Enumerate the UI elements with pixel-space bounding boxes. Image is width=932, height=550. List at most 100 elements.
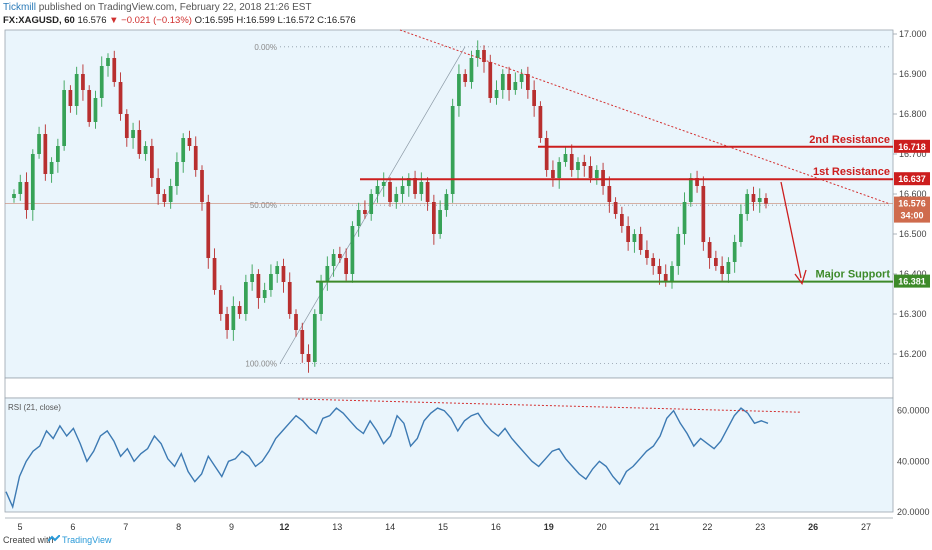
projection-arrow-shaft xyxy=(780,181,802,279)
candle-body xyxy=(118,82,123,114)
rsi-pane-label: RSI (21, close) xyxy=(8,403,61,412)
time-tick-label: 13 xyxy=(332,522,342,532)
fib-level-label: 0.00% xyxy=(254,43,277,52)
time-tick-label: 27 xyxy=(861,522,871,532)
candle-body xyxy=(450,106,455,194)
publisher-bar: Tickmill published on TradingView.com, F… xyxy=(0,0,932,30)
candle-body xyxy=(670,266,674,282)
last-price-label: 16.576 xyxy=(898,199,926,209)
candle-body xyxy=(751,194,756,202)
candle-body xyxy=(663,274,668,282)
tradingview-logo-icon xyxy=(48,535,60,542)
rsi-tick-label: 60.0000 xyxy=(897,406,930,416)
time-tick-label: 9 xyxy=(229,522,234,532)
candle-body xyxy=(657,266,662,274)
candle-body xyxy=(576,162,580,170)
rsi-pane-bg xyxy=(4,397,894,513)
candle-body xyxy=(607,186,612,202)
candle-body xyxy=(425,182,430,202)
candle-body xyxy=(269,274,273,290)
candle-body xyxy=(294,314,298,330)
candle-body xyxy=(206,202,211,258)
candle-body xyxy=(563,154,568,162)
time-tick-label: 8 xyxy=(176,522,181,532)
candle-body xyxy=(37,134,41,154)
candle-body xyxy=(645,250,649,258)
level-price-badge xyxy=(894,172,930,186)
candle-body xyxy=(338,254,342,258)
candle-body xyxy=(300,330,305,354)
candle-body xyxy=(43,134,48,174)
candle-body xyxy=(231,306,236,330)
candle-body xyxy=(212,258,217,290)
candle-body xyxy=(532,90,536,106)
time-tick-label: 16 xyxy=(491,522,501,532)
descending-trendline xyxy=(399,29,891,205)
candle-body xyxy=(187,138,192,146)
candle-body xyxy=(168,186,173,202)
candle-body xyxy=(275,266,280,274)
candle-body xyxy=(406,178,411,186)
candle-body xyxy=(162,194,167,202)
candle-body xyxy=(68,90,73,106)
price-tick-label: 16.200 xyxy=(899,349,927,359)
countdown-label: 34:00 xyxy=(900,211,923,221)
time-tick-label: 21 xyxy=(649,522,659,532)
candle-body xyxy=(306,354,311,362)
candle-body xyxy=(538,106,543,138)
candle-body xyxy=(551,170,555,178)
time-tick-label: 15 xyxy=(438,522,448,532)
publisher-line: Tickmill published on TradingView.com, F… xyxy=(3,2,312,13)
candle-body xyxy=(12,194,16,198)
price-tick-label: 16.900 xyxy=(899,69,927,79)
candle-body xyxy=(99,66,104,98)
price-pane-bg xyxy=(4,29,894,379)
change-text: ▼ −0.021 (−0.13%) xyxy=(109,15,192,26)
fib-level-label: 100.00% xyxy=(245,360,277,369)
candle-body xyxy=(312,314,317,362)
pane-gap xyxy=(4,377,894,399)
candle-body xyxy=(375,186,380,194)
candle-body xyxy=(400,186,405,194)
candle-body xyxy=(24,182,29,210)
candle-body xyxy=(193,146,198,170)
candle-body xyxy=(626,226,630,242)
candle-body xyxy=(638,234,643,250)
publisher-name[interactable]: Tickmill xyxy=(3,2,36,13)
candle-body xyxy=(438,210,442,234)
candle-body xyxy=(682,202,687,234)
symbol-line: FX:XAGUSD, 60 16.576 ▼ −0.021 (−0.13%) O… xyxy=(3,15,356,26)
tradingview-brand[interactable]: TradingView xyxy=(62,535,112,545)
candle-body xyxy=(30,154,35,210)
candle-body xyxy=(419,182,424,194)
candle-body xyxy=(745,194,750,214)
candle-body xyxy=(726,262,731,274)
candle-body xyxy=(124,114,129,138)
time-tick-label: 22 xyxy=(702,522,712,532)
candle-body xyxy=(513,82,518,90)
candle-body xyxy=(620,214,624,226)
time-tick-label: 5 xyxy=(17,522,22,532)
candle-body xyxy=(281,266,286,282)
rsi-tick-label: 40.0000 xyxy=(897,456,930,466)
candle-body xyxy=(557,162,562,178)
time-tick-label: 12 xyxy=(279,522,289,532)
candle-body xyxy=(707,242,712,258)
candle-body xyxy=(262,290,267,298)
candle-body xyxy=(74,74,79,106)
candle-body xyxy=(225,314,229,330)
level-name-label: Major Support xyxy=(815,269,890,281)
projection-arrowhead xyxy=(794,269,807,286)
price-tick-label: 16.400 xyxy=(899,269,927,279)
candle-body xyxy=(56,146,60,162)
candle-body xyxy=(381,182,386,186)
candle-body xyxy=(594,170,599,178)
candle-body xyxy=(757,198,762,202)
level-price-label: 16.637 xyxy=(898,174,926,184)
candle-body xyxy=(87,90,92,122)
candle-body xyxy=(457,74,461,106)
ohlc-text: O:16.595 H:16.599 L:16.572 C:16.576 xyxy=(194,15,356,26)
candle-body xyxy=(469,58,474,82)
